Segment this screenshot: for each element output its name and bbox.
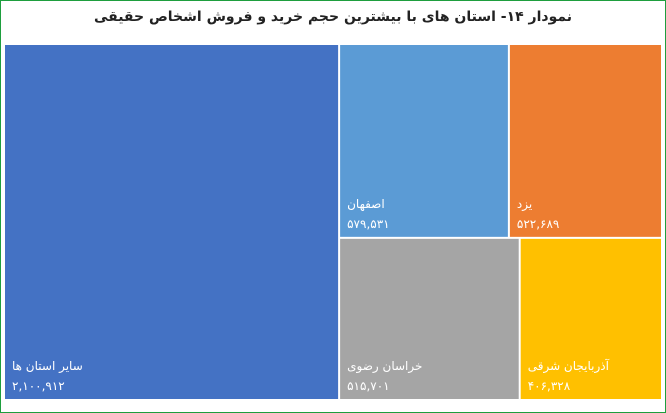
tile-name-label: اصفهان [347, 197, 385, 211]
treemap-tile-3: یزد ۵۲۲,۶۸۹ [509, 45, 661, 237]
tile-rect-3 [509, 45, 661, 237]
treemap-tile-2: اصفهان ۵۷۹,۵۳۱ [340, 45, 508, 237]
tile-name-label: سایر استان ها [12, 359, 83, 374]
tile-name-label: خراسان رضوی [347, 359, 422, 374]
tile-name-label: یزد [517, 197, 532, 212]
tile-rect-5 [520, 238, 661, 399]
tile-rect-4 [340, 238, 519, 399]
tile-value-label: ۵۲۲,۶۸۹ [517, 217, 560, 231]
tile-value-label: ۵۱۵,۷۰۱ [347, 379, 390, 393]
tile-rect-2 [340, 45, 508, 237]
tile-value-label: ۵۷۹,۵۳۱ [347, 217, 390, 231]
treemap-tile-1: سایر استان ها ۲,۱۰۰,۹۱۲ [5, 45, 339, 399]
tile-rect-1 [5, 45, 339, 399]
chart-title: نمودار ۱۴- استان های با بیشترین حجم خرید… [93, 9, 573, 25]
treemap-tile-4: خراسان رضوی ۵۱۵,۷۰۱ [340, 238, 519, 399]
treemap-tile-5: آذربایجان شرقی ۴۰۶,۳۲۸ [520, 238, 661, 399]
tile-value-label: ۴۰۶,۳۲۸ [528, 379, 571, 393]
tile-name-label: آذربایجان شرقی [528, 358, 610, 374]
tile-value-label: ۲,۱۰۰,۹۱۲ [12, 379, 65, 393]
